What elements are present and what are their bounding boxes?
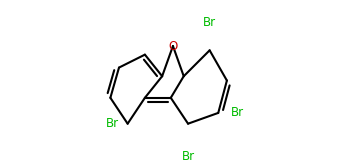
Text: Br: Br (231, 106, 244, 119)
Text: Br: Br (203, 16, 216, 29)
Text: Br: Br (182, 150, 195, 163)
Text: Br: Br (106, 117, 119, 130)
Text: O: O (168, 40, 178, 52)
